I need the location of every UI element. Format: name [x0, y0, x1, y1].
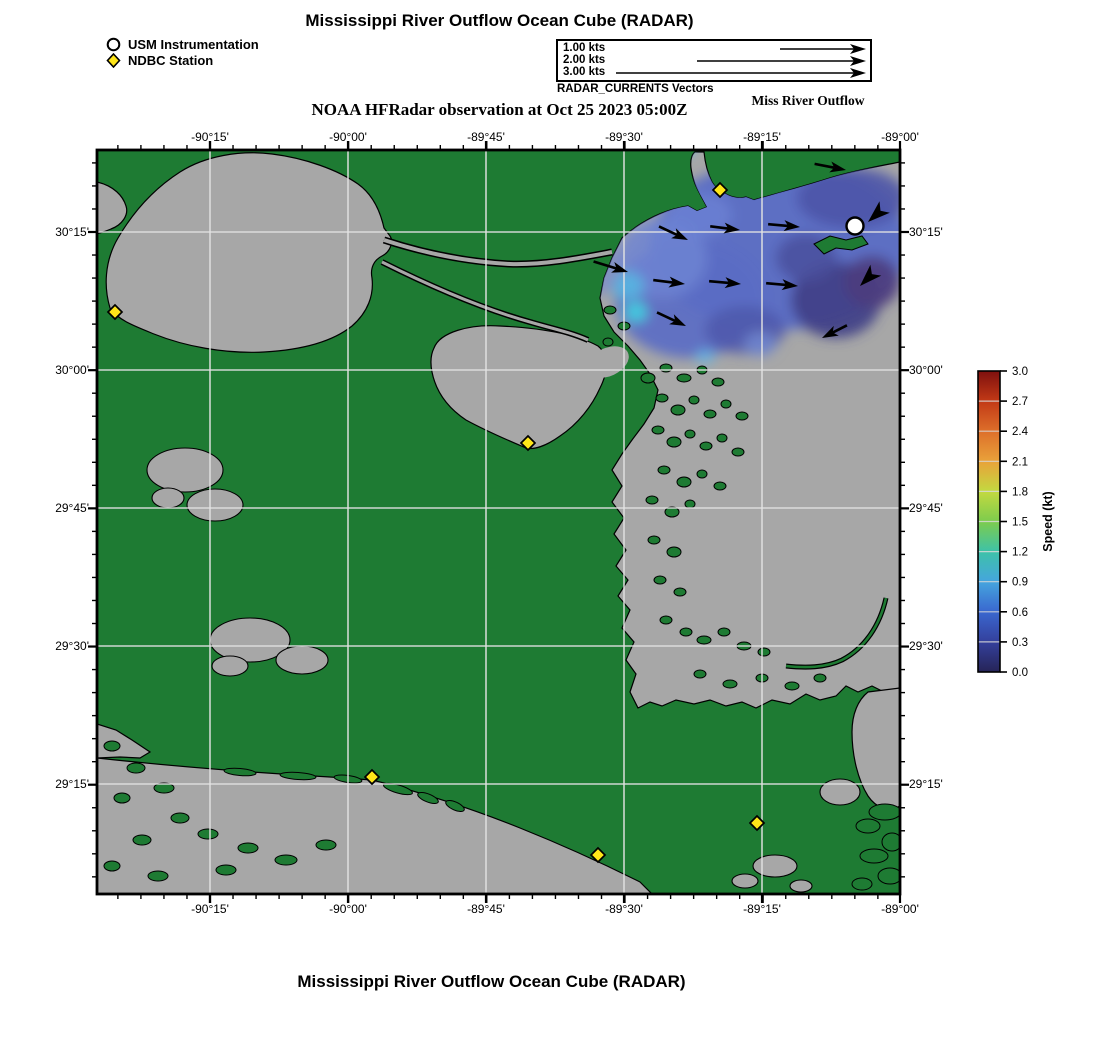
- colorbar-frame: [977, 370, 1001, 673]
- ndbc-station-marker: [711, 181, 729, 199]
- current-vector-arrow: [710, 222, 740, 234]
- current-vector-arrow: [593, 260, 628, 273]
- x-axis-label-bottom: -89°15': [743, 902, 781, 916]
- region-label: Miss River Outflow: [751, 93, 865, 108]
- ndbc-station-marker: [519, 434, 537, 452]
- current-vector-arrow: [868, 201, 890, 222]
- ndbc-station-marker: [363, 768, 381, 786]
- y-axis-label-left: 30°15': [55, 225, 89, 239]
- colorbar-tick-label: 2.1: [1012, 456, 1028, 468]
- x-axis-label-top: -89°00': [881, 130, 919, 144]
- ndbc-station-marker: [106, 303, 124, 321]
- figure-title-top: Mississippi River Outflow Ocean Cube (RA…: [305, 11, 694, 30]
- usm-station-marker: [845, 216, 865, 236]
- current-vector-arrow: [653, 276, 685, 288]
- x-axis-label-top: -89°15': [743, 130, 781, 144]
- current-vector-arrow: [822, 324, 848, 338]
- scale-row-2: 2.00 kts: [563, 54, 606, 66]
- legend-ndbc-label: NDBC Station: [128, 52, 214, 68]
- colorbar-tick-label: 1.2: [1012, 547, 1028, 559]
- legend-usm-label: USM Instrumentation: [128, 36, 259, 52]
- colorbar-tick-label: 2.7: [1012, 396, 1028, 408]
- y-axis-label-right: 30°00': [909, 363, 943, 377]
- current-vector-arrow: [709, 277, 741, 289]
- y-axis-label-left: 29°45': [55, 501, 89, 515]
- legend-row-usm: USM Instrumentation: [106, 36, 259, 52]
- scale-caption: RADAR_CURRENTS Vectors: [557, 83, 714, 95]
- colorbar-tick-label: 0.9: [1012, 577, 1028, 589]
- colorbar-tick-label: 0.6: [1012, 607, 1028, 619]
- colorbar-tick-label: 0.0: [1012, 667, 1028, 679]
- colorbar-tick-label: 1.5: [1012, 517, 1028, 529]
- scale-row-1: 1.00 kts: [563, 42, 606, 54]
- x-axis-label-top: -90°00': [329, 130, 367, 144]
- usm-circle-icon: [106, 37, 121, 51]
- colorbar-tick-label: 2.4: [1012, 426, 1029, 438]
- x-axis-label-bottom: -90°00': [329, 902, 367, 916]
- x-axis-label-bottom: -90°15': [191, 902, 229, 916]
- radar-speed-overlay: [580, 152, 900, 364]
- y-axis-label-left: 29°30': [55, 639, 89, 653]
- legend-row-ndbc: NDBC Station: [106, 52, 259, 68]
- y-axis-label-right: 30°15': [909, 225, 943, 239]
- ndbc-station-marker: [748, 814, 766, 832]
- symbol-legend: USM Instrumentation NDBC Station: [106, 36, 259, 68]
- y-axis-label-left: 30°00': [55, 363, 89, 377]
- ndbc-station-marker: [589, 846, 607, 864]
- y-axis-label-right: 29°30': [909, 639, 943, 653]
- colorbar-axis-label: Speed (kt): [1041, 491, 1055, 551]
- current-vector-arrow: [814, 161, 846, 173]
- scale-arrows: [616, 44, 866, 78]
- y-axis-label-right: 29°15': [909, 777, 943, 791]
- current-vector-arrow: [768, 220, 800, 232]
- current-vector-arrow: [860, 264, 882, 286]
- vector-scale-box: 1.00 kts 2.00 kts 3.00 kts: [556, 39, 872, 82]
- current-vector-arrow: [766, 279, 798, 291]
- figure-title-bottom: Mississippi River Outflow Ocean Cube (RA…: [297, 972, 686, 991]
- map-body: [97, 150, 900, 894]
- x-axis-label-top: -89°30': [605, 130, 643, 144]
- x-axis-label-bottom: -89°30': [605, 902, 643, 916]
- colorbar-tick-label: 0.3: [1012, 637, 1028, 649]
- figure-subtitle: NOAA HFRadar observation at Oct 25 2023 …: [311, 100, 688, 119]
- x-axis-label-bottom: -89°00': [881, 902, 919, 916]
- x-axis-label-bottom: -89°45': [467, 902, 505, 916]
- y-axis-label-right: 29°45': [909, 501, 943, 515]
- x-axis-label-top: -89°45': [467, 130, 505, 144]
- map-frame: [95, 148, 902, 896]
- scale-row-3: 3.00 kts: [563, 66, 606, 78]
- current-vector-arrow: [658, 225, 688, 240]
- y-axis-label-left: 29°15': [55, 777, 89, 791]
- current-vector-arrow: [656, 311, 686, 326]
- ndbc-diamond-icon: [106, 52, 121, 68]
- colorbar-tick-label: 3.0: [1012, 366, 1028, 378]
- colorbar-tick-label: 1.8: [1012, 486, 1028, 498]
- x-axis-label-top: -90°15': [191, 130, 229, 144]
